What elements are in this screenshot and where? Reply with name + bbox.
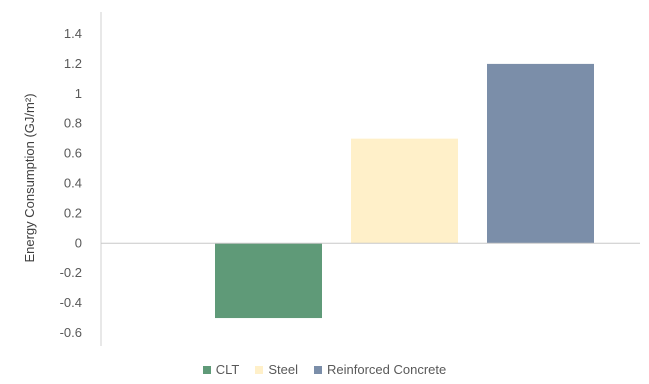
legend-item: Steel [255, 362, 298, 377]
y-tick-label: 1.4 [64, 26, 82, 41]
y-tick-label: -0.6 [60, 325, 82, 340]
y-axis-ticks: 1.4 1.2 1 0.8 0.6 0.4 0.2 0 -0.2 -0.4 -0.6 [60, 26, 82, 340]
legend-label: Reinforced Concrete [327, 362, 447, 377]
y-tick-label: 0.2 [64, 205, 82, 220]
chart-legend: CLT Steel Reinforced Concrete [0, 362, 649, 377]
y-axis-title: Energy Consumption (GJ/m²) [22, 93, 37, 262]
y-tick-label: -0.4 [60, 295, 82, 310]
y-tick-label: 0 [75, 235, 82, 250]
legend-swatch [202, 365, 211, 374]
bar-reinforced-concrete [487, 63, 594, 244]
bars [215, 63, 594, 319]
legend-swatch [255, 365, 264, 374]
y-tick-label: 0.4 [64, 176, 82, 191]
legend-label: CLT [215, 362, 240, 377]
legend-item: CLT [202, 362, 240, 377]
legend-label: Steel [268, 362, 298, 377]
y-tick-label: 0.8 [64, 116, 82, 131]
y-tick-label: 1 [75, 86, 82, 101]
legend-swatch [314, 365, 322, 374]
y-tick-label: 1.2 [64, 56, 82, 71]
y-tick-label: -0.2 [60, 265, 82, 280]
bar-clt [215, 243, 322, 319]
legend-item: Reinforced Concrete [314, 362, 446, 377]
y-tick-label: 0.6 [64, 146, 82, 161]
bar-steel [351, 138, 458, 244]
